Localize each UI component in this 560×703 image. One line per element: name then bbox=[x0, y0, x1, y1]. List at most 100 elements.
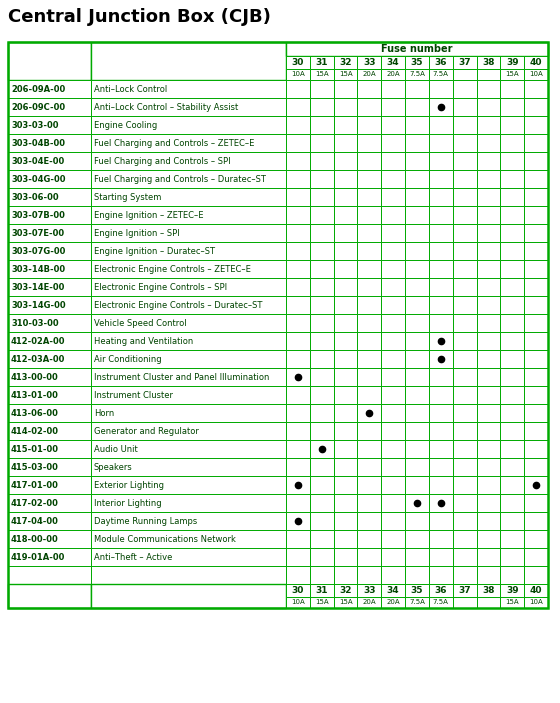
Text: 31: 31 bbox=[315, 58, 328, 67]
Bar bbox=[286, 386, 310, 404]
Bar bbox=[452, 566, 477, 584]
Bar bbox=[452, 350, 477, 368]
Bar bbox=[334, 494, 357, 512]
Bar bbox=[286, 296, 310, 314]
Bar bbox=[310, 530, 334, 548]
Bar bbox=[381, 314, 405, 332]
Bar bbox=[524, 80, 548, 98]
Text: Speakers: Speakers bbox=[94, 463, 133, 472]
Text: 303-06-00: 303-06-00 bbox=[11, 193, 59, 202]
Bar bbox=[501, 512, 524, 530]
Bar bbox=[524, 260, 548, 278]
Text: Starting System: Starting System bbox=[94, 193, 161, 202]
Bar bbox=[286, 206, 310, 224]
Text: Instrument Cluster: Instrument Cluster bbox=[94, 390, 173, 399]
Bar bbox=[381, 134, 405, 152]
Bar bbox=[429, 476, 452, 494]
Text: Fuel Charging and Controls – ZETEC–E: Fuel Charging and Controls – ZETEC–E bbox=[94, 138, 254, 148]
Bar bbox=[8, 224, 91, 242]
Text: 206-09C-00: 206-09C-00 bbox=[11, 103, 65, 112]
Bar bbox=[405, 404, 429, 422]
Bar bbox=[477, 368, 501, 386]
Text: 34: 34 bbox=[387, 586, 399, 595]
Bar bbox=[357, 224, 381, 242]
Bar bbox=[91, 296, 286, 314]
Bar bbox=[477, 56, 501, 69]
Bar bbox=[8, 386, 91, 404]
Bar bbox=[310, 566, 334, 584]
Bar bbox=[286, 404, 310, 422]
Bar bbox=[357, 278, 381, 296]
Bar bbox=[405, 116, 429, 134]
Text: 303-04E-00: 303-04E-00 bbox=[11, 157, 64, 165]
Text: 303-14B-00: 303-14B-00 bbox=[11, 264, 65, 273]
Bar bbox=[8, 134, 91, 152]
Bar bbox=[429, 56, 452, 69]
Bar bbox=[477, 476, 501, 494]
Bar bbox=[501, 170, 524, 188]
Bar bbox=[381, 69, 405, 80]
Bar bbox=[501, 56, 524, 69]
Text: 15A: 15A bbox=[339, 72, 352, 77]
Bar bbox=[310, 206, 334, 224]
Bar bbox=[477, 170, 501, 188]
Bar bbox=[334, 368, 357, 386]
Text: 35: 35 bbox=[410, 586, 423, 595]
Bar bbox=[429, 98, 452, 116]
Text: Anti–Lock Control: Anti–Lock Control bbox=[94, 84, 167, 93]
Bar bbox=[286, 368, 310, 386]
Bar bbox=[381, 494, 405, 512]
Bar bbox=[310, 224, 334, 242]
Bar bbox=[8, 80, 91, 98]
Bar bbox=[524, 422, 548, 440]
Bar bbox=[91, 116, 286, 134]
Text: 38: 38 bbox=[482, 58, 494, 67]
Bar bbox=[501, 597, 524, 608]
Bar bbox=[477, 152, 501, 170]
Text: 15A: 15A bbox=[315, 600, 329, 605]
Bar bbox=[91, 512, 286, 530]
Bar bbox=[524, 170, 548, 188]
Bar bbox=[286, 476, 310, 494]
Bar bbox=[477, 278, 501, 296]
Bar bbox=[429, 242, 452, 260]
Text: Interior Lighting: Interior Lighting bbox=[94, 498, 162, 508]
Bar bbox=[357, 584, 381, 597]
Bar bbox=[452, 98, 477, 116]
Bar bbox=[334, 69, 357, 80]
Bar bbox=[501, 458, 524, 476]
Bar bbox=[524, 530, 548, 548]
Text: 303-07B-00: 303-07B-00 bbox=[11, 210, 65, 219]
Text: 31: 31 bbox=[315, 586, 328, 595]
Bar bbox=[477, 494, 501, 512]
Bar bbox=[310, 242, 334, 260]
Bar bbox=[405, 597, 429, 608]
Text: Vehicle Speed Control: Vehicle Speed Control bbox=[94, 318, 186, 328]
Bar bbox=[8, 368, 91, 386]
Bar bbox=[524, 476, 548, 494]
Bar bbox=[334, 152, 357, 170]
Bar bbox=[91, 170, 286, 188]
Bar bbox=[501, 314, 524, 332]
Bar bbox=[357, 260, 381, 278]
Bar bbox=[501, 350, 524, 368]
Bar bbox=[452, 404, 477, 422]
Bar bbox=[286, 422, 310, 440]
Text: Generator and Regulator: Generator and Regulator bbox=[94, 427, 199, 435]
Bar bbox=[429, 566, 452, 584]
Bar bbox=[452, 224, 477, 242]
Bar bbox=[524, 458, 548, 476]
Bar bbox=[429, 368, 452, 386]
Bar bbox=[357, 350, 381, 368]
Bar bbox=[501, 440, 524, 458]
Text: 30: 30 bbox=[292, 586, 304, 595]
Bar bbox=[357, 440, 381, 458]
Bar bbox=[477, 224, 501, 242]
Bar bbox=[286, 98, 310, 116]
Bar bbox=[310, 350, 334, 368]
Text: 37: 37 bbox=[458, 586, 471, 595]
Text: Engine Ignition – Duratec–ST: Engine Ignition – Duratec–ST bbox=[94, 247, 215, 255]
Bar bbox=[429, 597, 452, 608]
Bar bbox=[429, 584, 452, 597]
Bar bbox=[452, 80, 477, 98]
